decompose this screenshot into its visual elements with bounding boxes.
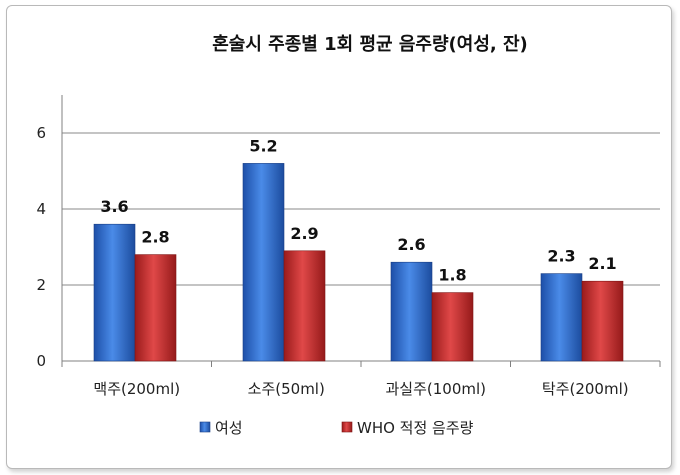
data-label: 2.1: [588, 254, 616, 273]
data-label: 2.8: [141, 228, 169, 247]
chart-title: 혼술시 주종별 1회 평균 음주량(여성, 잔): [212, 33, 528, 55]
bar-women: [540, 273, 583, 362]
bar-who: [283, 250, 326, 362]
y-tick-label: 4: [36, 200, 46, 218]
bar-women: [93, 223, 136, 362]
y-tick-label: 0: [36, 352, 46, 370]
legend-swatch: [341, 421, 353, 433]
category-label: 소주(50ml): [248, 380, 325, 398]
category-label: 맥주(200ml): [93, 380, 180, 398]
bars: [93, 163, 624, 362]
data-labels: 3.6 5.2 2.6 2.3 2.8 2.9 1.8 2.1: [100, 136, 616, 284]
data-label: 2.3: [547, 247, 575, 266]
legend-label: WHO 적정 음주량: [357, 419, 474, 437]
y-tick-label: 2: [36, 276, 46, 294]
legend-label: 여성: [215, 419, 243, 437]
category-label: 과실주(100ml): [385, 380, 486, 398]
bar-who: [431, 292, 474, 362]
data-label: 2.9: [290, 224, 318, 243]
data-label: 5.2: [249, 136, 277, 155]
bar-women: [390, 261, 433, 362]
y-tick-label: 6: [36, 124, 46, 142]
category-label: 탁주(200ml): [542, 380, 629, 398]
legend-swatch: [199, 421, 211, 433]
bar-who: [134, 254, 177, 362]
data-label: 2.6: [397, 235, 425, 254]
bar-who: [581, 280, 624, 362]
data-label: 3.6: [100, 197, 128, 216]
legend: 여성 WHO 적정 음주량: [199, 419, 474, 437]
data-label: 1.8: [438, 266, 466, 285]
bar-women: [242, 163, 285, 362]
